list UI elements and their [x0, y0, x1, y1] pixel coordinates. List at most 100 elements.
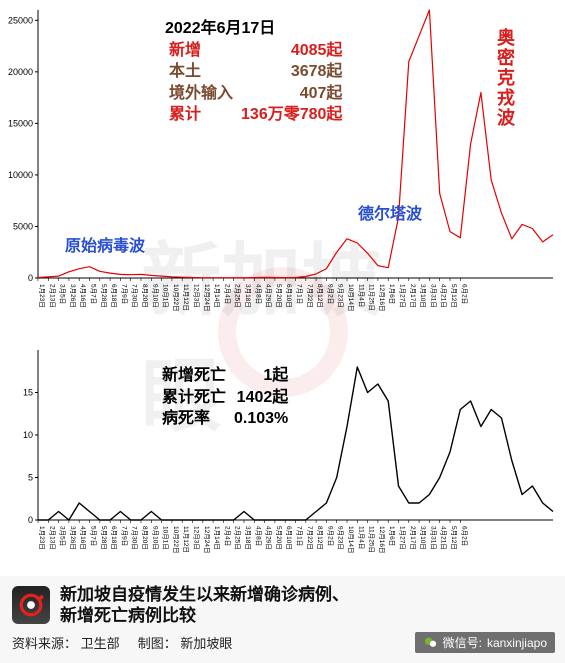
- svg-text:5月20日: 5月20日: [275, 284, 283, 308]
- stats-row: 境外输入407起: [165, 83, 346, 105]
- svg-text:12月24日: 12月24日: [203, 284, 211, 311]
- deaths-row: 新增死亡1起: [158, 365, 292, 387]
- svg-text:11月12日: 11月12日: [182, 284, 190, 311]
- figure-container: 新加坡眼 05000100001500020000250001月23日2月13日…: [0, 0, 565, 663]
- svg-text:7月22日: 7月22日: [306, 284, 314, 308]
- svg-text:4月29日: 4月29日: [265, 284, 273, 308]
- stats-value: 407起: [237, 83, 346, 105]
- svg-text:20000: 20000: [8, 67, 33, 77]
- svg-text:3月31日: 3月31日: [429, 526, 437, 550]
- svg-text:9月23日: 9月23日: [337, 284, 345, 308]
- svg-text:9月10日: 9月10日: [151, 526, 159, 550]
- svg-text:7月30日: 7月30日: [131, 526, 139, 550]
- svg-text:8月12日: 8月12日: [316, 284, 324, 308]
- deaths-value: 1402起: [230, 387, 292, 409]
- svg-text:4月29日: 4月29日: [265, 526, 273, 550]
- brand-logo: [12, 586, 50, 624]
- svg-text:1月23日: 1月23日: [38, 526, 46, 550]
- svg-text:7月22日: 7月22日: [306, 526, 314, 550]
- svg-text:3月26日: 3月26日: [69, 284, 77, 308]
- svg-text:2月25日: 2月25日: [234, 526, 242, 550]
- svg-text:3月5日: 3月5日: [59, 284, 67, 304]
- svg-text:6月10日: 6月10日: [285, 284, 293, 308]
- svg-text:3月26日: 3月26日: [69, 526, 77, 550]
- stats-label: 累计: [165, 104, 237, 126]
- svg-text:2月13日: 2月13日: [48, 526, 56, 550]
- stats-label: 新增: [165, 40, 237, 62]
- svg-text:9月10日: 9月10日: [151, 284, 159, 308]
- source-value: 卫生部: [81, 636, 120, 651]
- svg-text:5月12日: 5月12日: [450, 284, 458, 308]
- svg-text:12月24日: 12月24日: [203, 526, 211, 553]
- deaths-row: 累计死亡1402起: [158, 387, 292, 409]
- svg-text:10月1日: 10月1日: [162, 284, 170, 308]
- svg-text:0: 0: [28, 515, 33, 525]
- svg-text:3月31日: 3月31日: [429, 284, 437, 308]
- svg-text:4月21日: 4月21日: [440, 526, 448, 550]
- wechat-label: 微信号:: [443, 634, 482, 651]
- source-label: 资料来源：: [12, 636, 77, 651]
- svg-text:8月12日: 8月12日: [316, 526, 324, 550]
- stats-label: 境外输入: [165, 83, 237, 105]
- stats-table: 新增4085起本土3678起境外输入407起累计136万零780起: [165, 40, 346, 126]
- svg-text:3月5日: 3月5日: [59, 526, 67, 546]
- svg-text:1月23日: 1月23日: [38, 284, 46, 308]
- svg-text:7月9日: 7月9日: [120, 526, 128, 546]
- svg-text:10: 10: [23, 430, 33, 440]
- svg-text:7月1日: 7月1日: [296, 526, 304, 546]
- svg-text:10000: 10000: [8, 170, 33, 180]
- footer: 新加坡自疫情发生以来新增确诊病例、 新增死亡病例比较 资料来源： 卫生部 制图：…: [0, 576, 565, 663]
- svg-text:1月6日: 1月6日: [388, 526, 396, 546]
- wechat-id: kanxinjiapo: [487, 636, 547, 650]
- svg-text:5月28日: 5月28日: [100, 284, 108, 308]
- svg-text:10月22日: 10月22日: [172, 284, 180, 311]
- svg-text:15: 15: [23, 388, 33, 398]
- svg-text:1月27日: 1月27日: [399, 284, 407, 308]
- deaths-value: 0.103%: [230, 408, 292, 430]
- svg-text:9月23日: 9月23日: [337, 526, 345, 550]
- svg-text:8月20日: 8月20日: [141, 526, 149, 550]
- svg-text:0: 0: [28, 273, 33, 283]
- svg-text:3月18日: 3月18日: [244, 526, 252, 550]
- svg-text:9月2日: 9月2日: [326, 284, 334, 304]
- stats-value: 136万零780起: [237, 104, 346, 126]
- deaths-table: 新增死亡1起累计死亡1402起病死率0.103%: [158, 365, 292, 430]
- svg-text:25000: 25000: [8, 15, 33, 25]
- deaths-label: 新增死亡: [158, 365, 230, 387]
- deaths-stats-box: 新增死亡1起累计死亡1402起病死率0.103%: [158, 365, 292, 430]
- svg-text:2月17日: 2月17日: [409, 526, 417, 550]
- svg-text:1月27日: 1月27日: [399, 526, 407, 550]
- svg-text:12月3日: 12月3日: [193, 526, 201, 550]
- svg-text:10月14日: 10月14日: [347, 284, 355, 311]
- svg-text:2月17日: 2月17日: [409, 284, 417, 308]
- svg-text:4月16日: 4月16日: [79, 284, 87, 308]
- wechat-icon: [423, 635, 438, 650]
- svg-text:1月6日: 1月6日: [388, 284, 396, 304]
- svg-text:3月10日: 3月10日: [419, 526, 427, 550]
- svg-text:4月21日: 4月21日: [440, 284, 448, 308]
- svg-text:6月10日: 6月10日: [285, 526, 293, 550]
- svg-text:5月7日: 5月7日: [90, 526, 98, 546]
- svg-text:1月14日: 1月14日: [213, 284, 221, 308]
- svg-text:2月4日: 2月4日: [223, 284, 231, 304]
- svg-text:4月8日: 4月8日: [254, 284, 262, 304]
- stats-date: 2022年6月17日: [165, 18, 346, 40]
- svg-text:7月30日: 7月30日: [131, 284, 139, 308]
- svg-text:6月2日: 6月2日: [460, 284, 468, 304]
- maker-value: 新加坡眼: [180, 636, 232, 651]
- svg-text:2月4日: 2月4日: [223, 526, 231, 546]
- svg-text:11月4日: 11月4日: [357, 526, 365, 549]
- svg-text:7月9日: 7月9日: [120, 284, 128, 304]
- footer-title-line1: 新加坡自疫情发生以来新增确诊病例、: [60, 584, 349, 605]
- svg-text:2月13日: 2月13日: [48, 284, 56, 308]
- svg-text:12月3日: 12月3日: [193, 284, 201, 308]
- svg-text:3月18日: 3月18日: [244, 284, 252, 308]
- svg-text:5000: 5000: [13, 221, 33, 231]
- deaths-label: 累计死亡: [158, 387, 230, 409]
- stats-row: 累计136万零780起: [165, 104, 346, 126]
- svg-text:11月25日: 11月25日: [368, 284, 376, 311]
- svg-text:4月8日: 4月8日: [254, 526, 262, 546]
- svg-text:2月25日: 2月25日: [234, 284, 242, 308]
- svg-text:11月4日: 11月4日: [357, 284, 365, 307]
- svg-text:5月28日: 5月28日: [100, 526, 108, 550]
